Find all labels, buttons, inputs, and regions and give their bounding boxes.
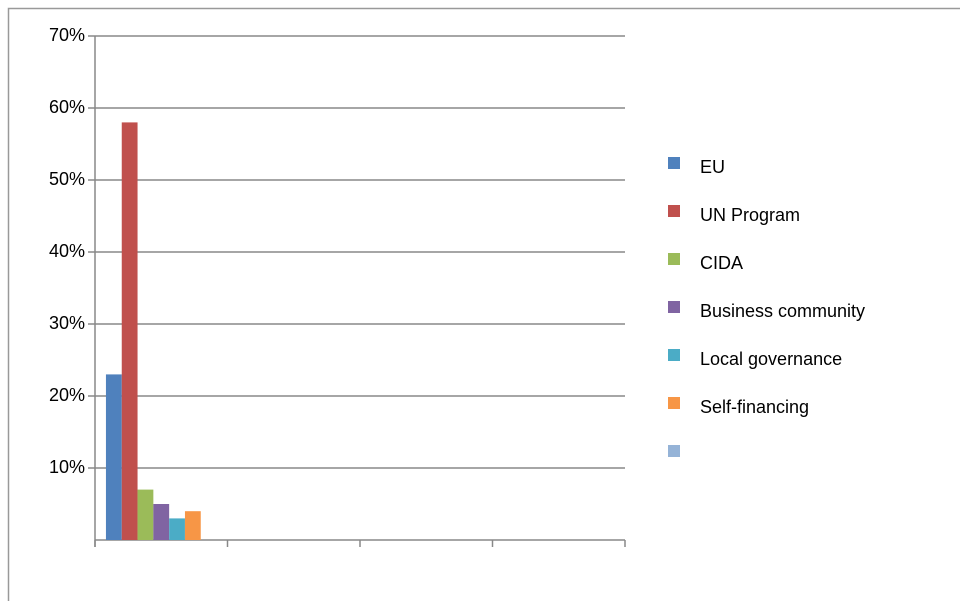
legend-label: EU [700, 157, 725, 177]
y-tick-label: 70% [49, 25, 85, 45]
legend-label: Local governance [700, 349, 842, 369]
legend-label: UN Program [700, 205, 800, 225]
legend-swatch [668, 205, 680, 217]
y-tick-label: 40% [49, 241, 85, 261]
y-tick-label: 30% [49, 313, 85, 333]
y-tick-label: 60% [49, 97, 85, 117]
bar [105, 374, 122, 540]
bar [137, 489, 154, 540]
bar [121, 122, 138, 541]
chart-frame [7, 7, 960, 601]
y-tick-label: 20% [49, 385, 85, 405]
legend-label: Self-financing [700, 397, 809, 417]
legend-swatch [668, 301, 680, 313]
legend-swatch [668, 349, 680, 361]
y-tick-label: 50% [49, 169, 85, 189]
legend-swatch [668, 157, 680, 169]
legend-swatch [668, 397, 680, 409]
bar [184, 511, 201, 540]
legend-label: CIDA [700, 253, 743, 273]
y-tick-label: 10% [49, 457, 85, 477]
legend-label: Business community [700, 301, 865, 321]
bar [169, 518, 185, 540]
bar [153, 504, 170, 540]
legend-swatch [668, 445, 680, 457]
legend-swatch [668, 253, 680, 265]
